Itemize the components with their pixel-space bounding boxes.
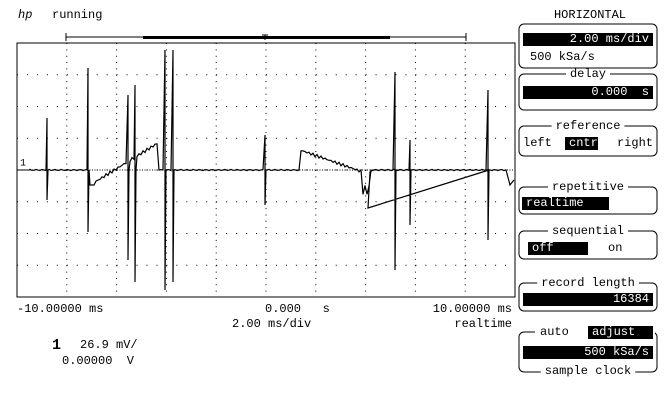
acq-mode: realtime — [454, 317, 512, 331]
label-gap — [547, 228, 629, 234]
field-bg — [565, 137, 598, 150]
delay-value: 0.000 s — [591, 85, 649, 99]
sample-clock-key[interactable]: auto adjust 500 kSa/s sample clock — [518, 325, 658, 378]
channel-number: 1 — [52, 337, 61, 354]
softkey-frame — [518, 23, 658, 69]
field-bg — [522, 197, 609, 210]
field-bg — [523, 346, 653, 359]
field-bg — [588, 326, 653, 339]
clock-value: 500 kSa/s — [584, 345, 649, 359]
label-gap — [565, 71, 611, 77]
sample-rate: 500 kSa/s — [530, 50, 595, 64]
reference-key[interactable]: reference left cntr right — [518, 119, 658, 157]
logo: hp — [18, 8, 32, 22]
softkey-label: delay — [570, 67, 606, 81]
label-gap — [540, 366, 636, 376]
ref-option: right — [617, 136, 653, 150]
record-length-value: 16384 — [613, 292, 649, 306]
clock-option: adjust — [592, 325, 635, 339]
label-gap — [547, 184, 629, 190]
timebase-key[interactable]: 2.00 ms/div 500 kSa/s — [518, 23, 658, 69]
label-gap — [537, 280, 639, 286]
field-bg — [523, 293, 653, 306]
softkey-label: record length — [541, 276, 635, 290]
axis-right: 10.00000 ms — [433, 302, 512, 316]
record-bar — [65, 33, 467, 41]
seq-option: on — [608, 241, 622, 255]
ref-option: left — [523, 136, 552, 150]
clock-option: auto — [540, 325, 569, 339]
axis-left: -10.00000 ms — [17, 302, 103, 316]
timebase-value: 2.00 ms/div — [570, 32, 649, 46]
sequential-key[interactable]: sequential off on — [518, 224, 658, 260]
svg-text:1: 1 — [20, 159, 26, 170]
channel-scale: 26.9 mV/ — [80, 338, 138, 352]
panel-title: HORIZONTAL — [554, 8, 626, 22]
channel-offset: 0.00000 V — [62, 354, 135, 368]
run-state: running — [52, 8, 102, 22]
repetitive-value: realtime — [526, 196, 584, 210]
field-bg — [528, 242, 588, 255]
record-length-key[interactable]: record length 16384 — [518, 276, 658, 312]
waveform — [29, 49, 515, 291]
softkey-label: sample clock — [545, 364, 631, 378]
softkey-label: sequential — [552, 224, 624, 238]
ground-marker: 1 — [18, 159, 30, 171]
ref-option: cntr — [569, 136, 598, 150]
softkey-label: repetitive — [552, 180, 624, 194]
repetitive-key[interactable]: repetitive realtime — [518, 180, 658, 215]
delay-key[interactable]: delay 0.000 s — [518, 67, 658, 111]
seq-option: off — [532, 241, 554, 255]
field-bg — [523, 86, 653, 99]
softkey-label: reference — [556, 119, 621, 133]
softkey-panel: 2.00 ms/div 500 kSa/s delay 0.000 s referenc… — [518, 23, 658, 378]
axis-center: 0.000 s — [265, 302, 330, 316]
label-gap — [551, 123, 625, 129]
time-scale: 2.00 ms/div — [232, 317, 311, 331]
field-bg — [523, 33, 653, 46]
